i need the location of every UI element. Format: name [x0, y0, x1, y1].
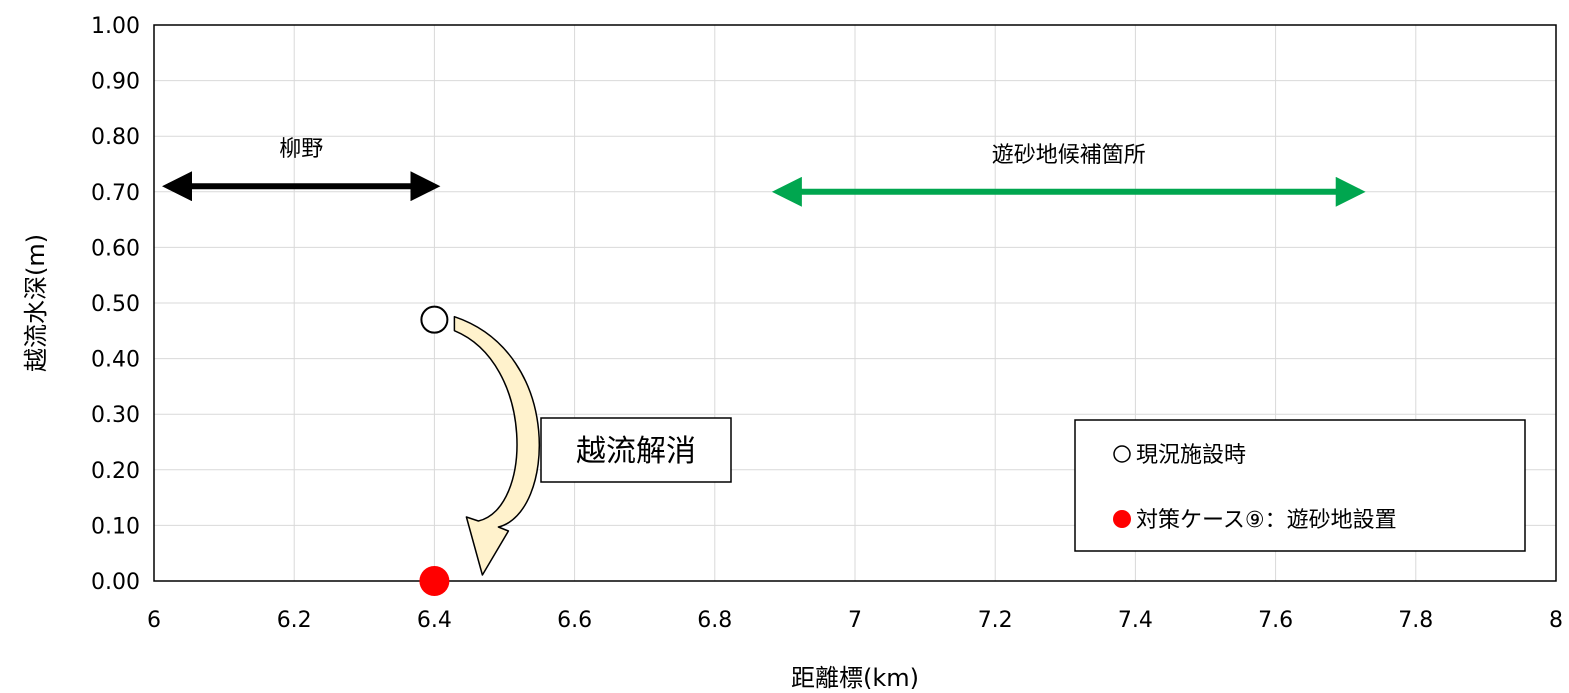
- y-tick-label: 0.30: [91, 403, 140, 428]
- x-tick-label: 7.6: [1258, 608, 1293, 633]
- range-label-2: 遊砂地候補箇所: [992, 143, 1146, 168]
- x-tick-label: 7.8: [1398, 608, 1433, 633]
- axes: [153, 24, 1557, 582]
- y-tick-label: 0.70: [91, 181, 140, 206]
- y-tick-label: 0.00: [91, 570, 140, 595]
- y-tick-label: 0.40: [91, 348, 140, 373]
- x-tick-label: 7: [848, 608, 862, 633]
- x-tick-label: 6.4: [417, 608, 452, 633]
- data-points: [419, 305, 450, 596]
- annotation-box: 越流解消: [540, 417, 732, 483]
- legend-marker-open-circle: [1113, 445, 1131, 463]
- x-tick-label: 6.2: [277, 608, 312, 633]
- x-tick-labels: 6 6.2 6.4 6.6 6.8 7 7.2 7.4 7.6 7.8 8: [147, 608, 1563, 633]
- y-tick-label: 0.50: [91, 292, 140, 317]
- legend-marker-red-circle: [1113, 510, 1131, 528]
- legend-item-1-label: 現況施設時: [1136, 443, 1246, 468]
- y-tick-label: 0.60: [91, 236, 140, 261]
- legend-frame: [1074, 419, 1526, 552]
- annotation-label: 越流解消: [576, 434, 696, 469]
- point-series-1: [420, 305, 449, 334]
- x-tick-label: 7.2: [978, 608, 1013, 633]
- range-label-1: 柳野: [279, 137, 323, 162]
- y-tick-label: 0.90: [91, 70, 140, 95]
- curved-arrow: [453, 315, 540, 576]
- x-axis-title: 距離標(km): [791, 664, 919, 692]
- y-tick-label: 0.10: [91, 514, 140, 539]
- curved-arrow-shape: [453, 315, 540, 576]
- y-tick-labels: 0.00 0.10 0.20 0.30 0.40 0.50 0.60 0.70 0.80 0.90…: [91, 14, 140, 595]
- y-tick-label: 0.80: [91, 125, 140, 150]
- legend-item-2-label: 対策ケース⑨：遊砂地設置: [1136, 508, 1397, 533]
- y-tick-label: 1.00: [91, 14, 140, 39]
- legend: 現況施設時 対策ケース⑨：遊砂地設置: [1074, 419, 1526, 552]
- x-tick-label: 7.4: [1118, 608, 1153, 633]
- x-tick-label: 8: [1549, 608, 1563, 633]
- point-series-2: [419, 566, 450, 596]
- annotation-box-frame: [540, 417, 732, 483]
- plot-frame: [153, 24, 1557, 582]
- range-annotations: 柳野 遊砂地候補箇所: [162, 137, 1366, 207]
- x-tick-label: 6: [147, 608, 161, 633]
- y-axis-title: 越流水深(m): [22, 234, 50, 372]
- x-tick-label: 6.6: [557, 608, 592, 633]
- y-tick-label: 0.20: [91, 459, 140, 484]
- x-tick-label: 6.8: [697, 608, 732, 633]
